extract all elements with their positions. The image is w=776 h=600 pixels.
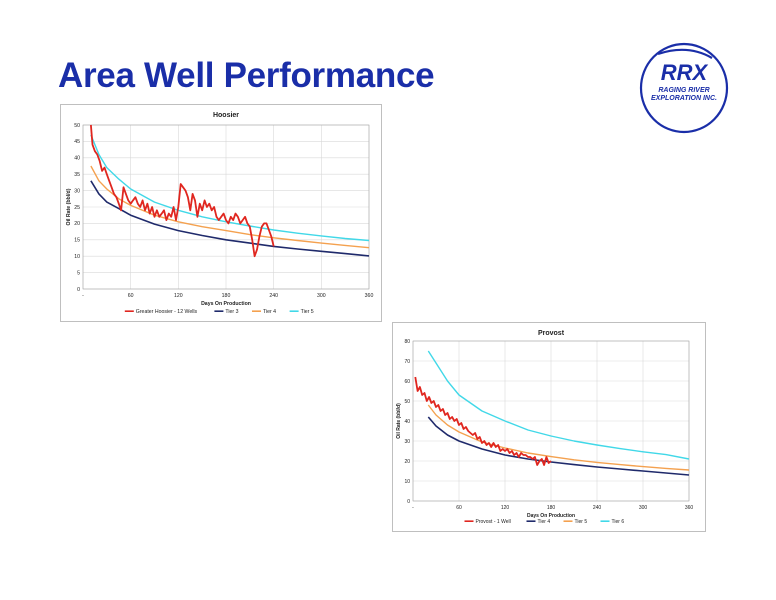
logo-subtext-1: RAGING RIVER [658, 87, 709, 94]
x-tick-label: 120 [501, 505, 510, 511]
y-tick-label: 30 [404, 439, 410, 445]
y-tick-label: 10 [404, 479, 410, 485]
logo-text: RRX [661, 60, 709, 85]
hoosier-chart: Hoosier 0 5 10 15 20 25 30 35 40 45 50 - 60 120 180 240 3… [60, 104, 382, 322]
y-tick-label: 15 [74, 238, 80, 244]
provost-x-axis-label: Days On Production [527, 513, 575, 519]
x-tick-label: 180 [222, 293, 231, 299]
hoosier-legend: Greater Hoosier - 12 Wells Tier 3 Tier 4 Ti… [124, 309, 314, 315]
y-tick-label: 70 [404, 359, 410, 365]
hoosier-x-axis-label: Days On Production [201, 301, 251, 307]
x-tick-label: 240 [269, 293, 278, 299]
x-tick-label: - [412, 505, 414, 511]
y-tick-label: 20 [404, 459, 410, 465]
legend-label: Provost - 1 Well [476, 519, 511, 525]
series-line-tier-3 [90, 180, 370, 257]
y-tick-label: 0 [407, 499, 410, 505]
series-line-tier-6 [427, 350, 690, 460]
logo-subtext-2: EXPLORATION INC. [651, 95, 717, 102]
legend-label: Tier 5 [575, 519, 588, 525]
y-tick-label: 40 [74, 156, 80, 162]
x-tick-label: 240 [593, 505, 602, 511]
legend-label: Tier 4 [263, 309, 276, 315]
x-tick-label: 60 [128, 293, 134, 299]
y-tick-label: 50 [74, 123, 80, 129]
provost-plot-area [412, 340, 690, 502]
hoosier-y-axis-label: Oil Rate (bbl/d) [66, 188, 72, 225]
page-title: Area Well Performance [58, 56, 435, 95]
y-tick-label: 45 [74, 139, 80, 145]
hoosier-grid [82, 124, 370, 290]
hoosier-chart-svg: Hoosier 0 5 10 15 20 25 30 35 40 45 50 - 60 120 180 240 3… [66, 112, 374, 315]
x-tick-label: - [82, 293, 84, 299]
provost-chart-title: Provost [538, 330, 565, 337]
hoosier-plot-area [82, 124, 370, 290]
y-tick-label: 35 [74, 172, 80, 178]
legend-label: Tier 5 [301, 309, 314, 315]
hoosier-chart-title: Hoosier [213, 112, 239, 119]
y-tick-label: 10 [74, 254, 80, 260]
legend-label: Tier 4 [538, 519, 551, 525]
series-line-tier-5 [427, 404, 690, 471]
x-tick-label: 60 [456, 505, 462, 511]
y-tick-label: 25 [74, 205, 80, 211]
x-tick-label: 360 [365, 293, 374, 299]
company-logo: RRX RAGING RIVER EXPLORATION INC. [639, 42, 729, 134]
provost-chart: Provost 0 10 20 30 40 50 60 70 80 - 60 120 180 240 300 3… [392, 322, 706, 532]
y-tick-label: 60 [404, 379, 410, 385]
x-tick-label: 360 [685, 505, 694, 511]
x-tick-label: 300 [639, 505, 648, 511]
provost-chart-svg: Provost 0 10 20 30 40 50 60 70 80 - 60 120 180 240 300 3… [396, 330, 694, 525]
legend-label: Tier 6 [612, 519, 625, 525]
provost-legend: Provost - 1 Well Tier 4 Tier 5 Tier 6 [464, 519, 625, 525]
x-tick-label: 120 [174, 293, 183, 299]
series-line-tier-4 [427, 416, 690, 476]
y-tick-label: 5 [77, 270, 80, 276]
y-tick-label: 80 [404, 339, 410, 345]
series-line-provost-1-well [414, 376, 552, 466]
legend-label: Tier 3 [225, 309, 238, 315]
y-tick-label: 50 [404, 399, 410, 405]
y-tick-label: 20 [74, 221, 80, 227]
provost-y-axis-label: Oil Rate (bbl/d) [396, 403, 402, 439]
y-tick-label: 0 [77, 287, 80, 293]
series-line-tier-4 [90, 165, 370, 249]
y-tick-label: 40 [404, 419, 410, 425]
legend-label: Greater Hoosier - 12 Wells [136, 309, 198, 315]
x-tick-label: 300 [317, 293, 326, 299]
series-line-greater-hoosier-12-wells [90, 124, 275, 258]
y-tick-label: 30 [74, 188, 80, 194]
x-tick-label: 180 [547, 505, 556, 511]
series-line-tier-5 [90, 134, 370, 242]
